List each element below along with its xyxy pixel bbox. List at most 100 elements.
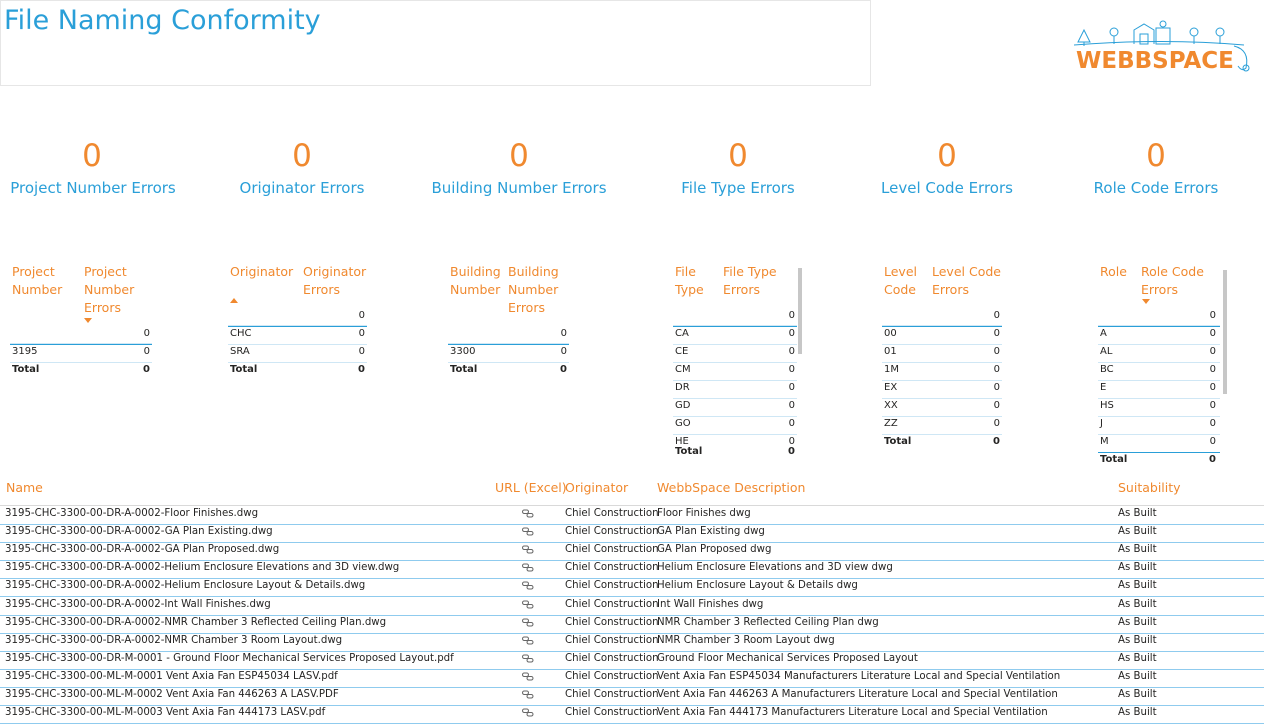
table-row[interactable]: 00 0 xyxy=(882,326,1002,345)
table-row[interactable]: CE 0 xyxy=(673,344,797,363)
table-row[interactable]: BC 0 xyxy=(1098,362,1220,381)
table-row[interactable]: 3195-CHC-3300-00-DR-A-0002-Helium Enclos… xyxy=(0,560,1264,580)
sort-descending-icon[interactable] xyxy=(84,318,92,323)
table-row[interactable]: 0 xyxy=(882,308,1002,327)
table-row[interactable]: 0 xyxy=(1098,308,1220,327)
column-header-file-type[interactable]: File Type xyxy=(675,264,704,297)
column-header-description[interactable]: WebbSpace Description xyxy=(657,480,806,495)
divider xyxy=(673,326,797,327)
table-row[interactable]: 0 xyxy=(673,308,797,327)
link-icon[interactable] xyxy=(522,690,534,699)
table-row[interactable]: 3195-CHC-3300-00-DR-A-0002-NMR Chamber 3… xyxy=(0,615,1264,634)
column-header-role-code-errors[interactable]: Role Code Errors xyxy=(1141,264,1204,297)
level-code-errors-value: 0 xyxy=(937,138,957,174)
sort-descending-icon[interactable] xyxy=(1142,299,1150,304)
description-cell: Vent Axia Fan 444173 Manufacturers Liter… xyxy=(657,707,1048,719)
table-row[interactable]: 0 xyxy=(228,308,367,327)
suitability-cell: As Built xyxy=(1118,526,1157,538)
table-row[interactable]: 3300 0 xyxy=(448,344,569,363)
table-row[interactable]: DR 0 xyxy=(673,380,797,399)
table-row[interactable]: GO 0 xyxy=(673,416,797,435)
table-row[interactable]: GD 0 xyxy=(673,398,797,417)
header-divider xyxy=(0,505,1264,506)
table-row xyxy=(882,307,1002,326)
table-row[interactable]: 3195-CHC-3300-00-ML-M-0001 Vent Axia Fan… xyxy=(0,669,1264,688)
file-type-scrollbar[interactable] xyxy=(798,268,802,354)
file-type-matrix: File Type File Type Errors 0 CA 0 CE 0 CM 0… xyxy=(673,262,797,462)
originator-cell: Chiel Construction xyxy=(565,616,659,628)
suitability-cell: As Built xyxy=(1118,508,1157,519)
table-row[interactable]: 3195-CHC-3300-00-DR-A-0002-Int Wall Fini… xyxy=(0,597,1264,616)
link-icon[interactable] xyxy=(522,708,534,717)
table-row xyxy=(448,325,569,344)
column-header-url[interactable]: URL (Excel) xyxy=(495,480,567,495)
divider xyxy=(1098,452,1220,453)
table-row[interactable]: CA 0 xyxy=(673,326,797,345)
description-cell: Helium Enclosure Elevations and 3D view … xyxy=(657,562,893,574)
originator-cell: Chiel Construction xyxy=(565,580,659,592)
svg-text:WEBBSPACE: WEBBSPACE xyxy=(1076,48,1234,74)
table-row[interactable]: HS 0 xyxy=(1098,398,1220,417)
link-icon[interactable] xyxy=(522,545,534,554)
link-icon[interactable] xyxy=(522,527,534,536)
file-name-cell: 3195-CHC-3300-00-DR-A-0002-NMR Chamber 3… xyxy=(5,616,387,628)
link-icon[interactable] xyxy=(522,654,534,663)
originator-cell: Chiel Construction xyxy=(565,562,659,574)
table-row[interactable]: 0 xyxy=(10,326,152,345)
table-row[interactable]: 3195 0 xyxy=(10,344,152,363)
file-list-table: Name URL (Excel) Originator WebbSpace De… xyxy=(0,478,1264,724)
link-icon[interactable] xyxy=(522,581,534,590)
column-header-suitability[interactable]: Suitability xyxy=(1118,480,1181,495)
table-row[interactable]: 3195-CHC-3300-00-DR-A-0002-GA Plan Exist… xyxy=(0,524,1264,544)
table-row[interactable]: 01 0 xyxy=(882,344,1002,363)
link-icon[interactable] xyxy=(522,618,534,627)
table-row[interactable]: 3195-CHC-3300-00-ML-M-0003 Vent Axia Fan… xyxy=(0,705,1264,724)
column-header-level-code-errors[interactable]: Level Code Errors xyxy=(932,264,1001,297)
table-row[interactable]: SRA 0 xyxy=(228,344,367,363)
table-row[interactable]: 3195-CHC-3300-00-DR-A-0002-GA Plan Propo… xyxy=(0,542,1264,562)
column-header-project-number-errors[interactable]: Project Number Errors xyxy=(84,264,135,315)
table-row[interactable]: XX 0 xyxy=(882,398,1002,417)
column-header-level-code[interactable]: Level Code xyxy=(884,264,917,297)
link-icon[interactable] xyxy=(522,509,534,518)
table-row[interactable]: 3195-CHC-3300-00-DR-A-0002-Floor Finishe… xyxy=(0,506,1264,525)
table-row[interactable]: ZZ 0 xyxy=(882,416,1002,435)
description-cell: Ground Floor Mechanical Services Propose… xyxy=(657,652,918,664)
originator-cell: Chiel Construction xyxy=(565,652,659,664)
role-code-scrollbar[interactable] xyxy=(1223,270,1227,394)
suitability-cell: As Built xyxy=(1118,598,1157,610)
suitability-cell: As Built xyxy=(1118,689,1157,700)
table-row[interactable]: EX 0 xyxy=(882,380,1002,399)
table-row[interactable]: 3195-CHC-3300-00-ML-M-0002 Vent Axia Fan… xyxy=(0,687,1264,706)
link-icon[interactable] xyxy=(522,672,534,681)
column-header-role[interactable]: Role xyxy=(1100,264,1127,279)
column-header-originator-errors[interactable]: Originator Errors xyxy=(303,264,367,297)
column-header-project-number[interactable]: Project Number xyxy=(12,264,63,297)
sort-ascending-icon[interactable] xyxy=(230,298,238,303)
column-header-building-number[interactable]: Building Number xyxy=(450,264,501,297)
table-row[interactable]: AL 0 xyxy=(1098,344,1220,363)
table-row[interactable]: 3195-CHC-3300-00-DR-A-0002-Helium Enclos… xyxy=(0,578,1264,598)
column-header-name[interactable]: Name xyxy=(6,480,43,495)
table-row[interactable]: 3195-CHC-3300-00-DR-M-0001 - Ground Floo… xyxy=(0,651,1264,670)
description-cell: Vent Axia Fan 446263 A Manufacturers Lit… xyxy=(657,689,1058,700)
table-row[interactable]: CM 0 xyxy=(673,362,797,381)
link-icon[interactable] xyxy=(522,563,534,572)
column-header-building-number-errors[interactable]: Building Number Errors xyxy=(508,264,559,315)
table-row[interactable]: 1M 0 xyxy=(882,362,1002,381)
table-row xyxy=(673,307,797,326)
file-name-cell: 3195-CHC-3300-00-DR-A-0002-Int Wall Fini… xyxy=(5,598,271,610)
table-row[interactable]: 3195-CHC-3300-00-DR-A-0002-NMR Chamber 3… xyxy=(0,633,1264,652)
link-icon[interactable] xyxy=(522,636,534,645)
column-header-originator[interactable]: Originator xyxy=(230,264,294,279)
column-header-originator[interactable]: Originator xyxy=(565,480,629,495)
total-row: Total 0 xyxy=(230,364,365,375)
link-icon[interactable] xyxy=(522,600,534,609)
column-header-file-type-errors[interactable]: File Type Errors xyxy=(723,264,777,297)
table-row[interactable]: 0 xyxy=(448,326,569,345)
table-row[interactable]: CHC 0 xyxy=(228,326,367,345)
